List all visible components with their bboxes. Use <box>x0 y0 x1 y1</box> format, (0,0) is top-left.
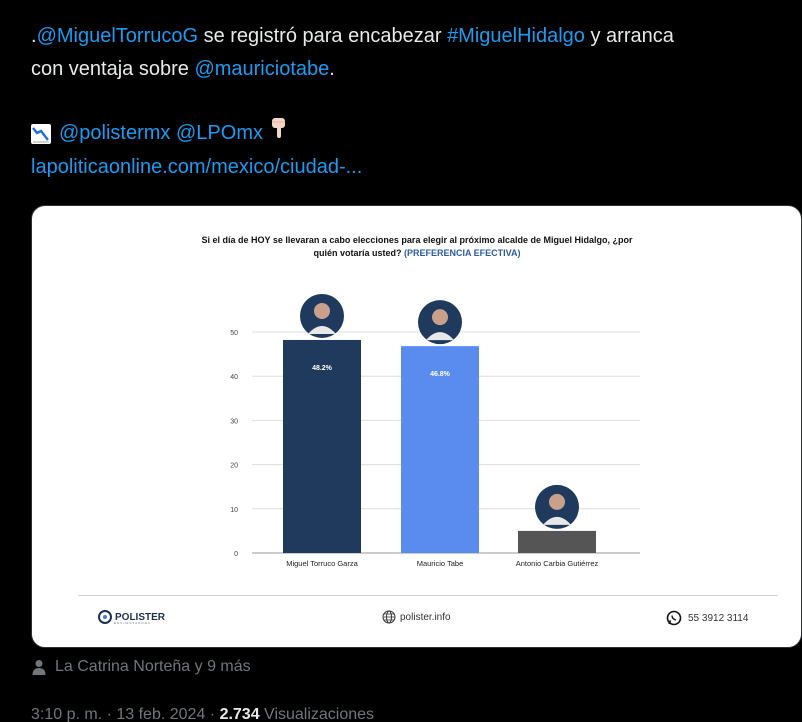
chart-title-line2: quién votaría usted? <box>313 248 402 258</box>
tweet-media-image[interactable]: Si el día de HOY se llevaran a cabo elec… <box>31 205 802 648</box>
chart-title: Si el día de HOY se llevaran a cabo elec… <box>132 234 702 260</box>
candidate-face <box>432 309 448 326</box>
tweet-line-2: con ventaja sobre @mauriciotabe. <box>31 53 801 86</box>
mention-polister-link[interactable]: @polistermx <box>59 122 171 144</box>
person-icon <box>32 660 46 675</box>
phone-number: 55 3912 3114 <box>688 612 749 624</box>
chart-decreasing-emoji-icon <box>31 123 51 144</box>
y-tick-label: 40 <box>230 374 238 381</box>
website: polister.info <box>382 610 451 624</box>
footer-divider <box>78 595 778 596</box>
bar-2 <box>401 346 479 553</box>
tweet-text: .@MiguelTorrucoG se registró para encabe… <box>31 20 801 184</box>
tweet-text-b: y arranca <box>584 25 674 47</box>
y-tick-label: 30 <box>230 418 238 425</box>
website-url: polister.info <box>400 611 451 623</box>
candidate-face <box>549 493 565 510</box>
y-tick-label: 0 <box>234 551 238 558</box>
hashtag-link[interactable]: #MiguelHidalgo <box>447 25 585 47</box>
bar-value-label: 5.0% <box>549 556 566 563</box>
brand-subtitle: ENCUESTADORA <box>114 621 151 625</box>
brand-name: POLISTER <box>115 611 166 623</box>
view-count: 2.734 <box>219 706 260 722</box>
phone: 55 3912 3114 <box>666 610 748 626</box>
chart-title-line1: Si el día de HOY se llevaran a cabo elec… <box>201 235 633 245</box>
tweet-line-1: .@MiguelTorrucoG se registró para encabe… <box>31 20 801 53</box>
x-category-label: Antonio Carbia Gutiérrez <box>516 559 599 568</box>
polister-logo: POLISTER <box>98 610 165 624</box>
candidate-shirt <box>543 516 571 525</box>
tweet-text-c: con ventaja sobre <box>31 58 195 80</box>
y-tick-label: 20 <box>230 463 238 470</box>
tweet-line-4: lapoliticaonline.com/mexico/ciudad-... <box>31 151 801 184</box>
liked-by[interactable]: La Catrina Norteña y 9 más <box>31 658 251 676</box>
bar-3 <box>518 530 596 553</box>
mention-author-link[interactable]: @MiguelTorrucoG <box>36 25 199 47</box>
article-link[interactable]: lapoliticaonline.com/mexico/ciudad-... <box>31 156 363 178</box>
tweet-text-a: se registró para encabezar <box>198 25 448 47</box>
mention-lpo-link[interactable]: @LPOmx <box>176 122 263 144</box>
candidate-shirt <box>426 332 454 341</box>
bar-value-label: 48.2% <box>312 365 333 372</box>
globe-icon <box>382 610 396 624</box>
text-prefix: . <box>31 25 37 47</box>
bar-1 <box>283 339 361 553</box>
whatsapp-icon <box>666 610 682 626</box>
tweet-timestamp[interactable]: 3:10 p. m. · 13 feb. 2024 · <box>31 706 220 722</box>
tweet-meta: 3:10 p. m. · 13 feb. 2024 · 2.734 Visual… <box>31 706 374 722</box>
tweet-text-d: . <box>329 58 335 80</box>
mention-tabe-link[interactable]: @mauriciotabe <box>194 58 330 80</box>
x-category-label: Mauricio Tabe <box>417 559 464 568</box>
pointing-down-hand-icon <box>269 116 289 151</box>
views-label: Visualizaciones <box>259 706 375 722</box>
tweet-line-3: @polistermx @LPOmx <box>31 116 801 151</box>
chart-title-tag: (PREFERENCIA EFECTIVA) <box>404 248 521 258</box>
candidate-face <box>314 302 330 319</box>
bar-chart: 0 10 20 30 40 50 48.2% Miguel Torruco Garza 46.8… <box>230 293 640 568</box>
y-tick-label: 10 <box>230 507 238 514</box>
bar-value-label: 46.8% <box>430 371 451 378</box>
x-category-label: Miguel Torruco Garza <box>286 559 358 568</box>
liked-by-text: La Catrina Norteña y 9 más <box>55 658 251 675</box>
candidate-shirt <box>308 325 336 334</box>
y-tick-label: 50 <box>230 330 238 337</box>
polister-logo-icon <box>98 610 112 624</box>
